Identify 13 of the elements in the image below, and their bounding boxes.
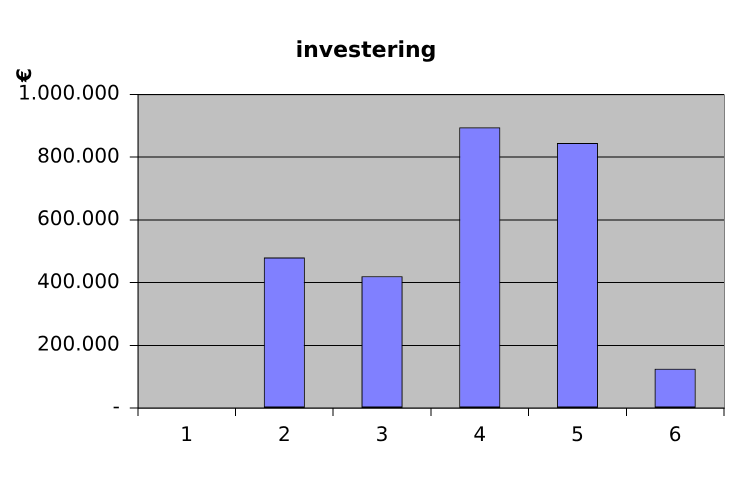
x-tick-label: 6 xyxy=(668,422,682,446)
y-tick-label: 400.000 xyxy=(37,268,120,293)
x-tick-label: 3 xyxy=(376,422,388,446)
y-tick-label: 600.000 xyxy=(37,206,120,230)
x-tick-label: 2 xyxy=(278,422,291,446)
y-tick-label: 800.000 xyxy=(37,143,120,168)
x-tick-label: 4 xyxy=(473,422,486,446)
y-axis-title: € xyxy=(12,68,36,83)
y-tick-label: 200.000 xyxy=(37,331,120,356)
chart-title: investering xyxy=(296,38,436,63)
y-tick-label: - xyxy=(112,394,120,418)
x-tick-label: 1 xyxy=(180,422,194,446)
x-tick-label: 5 xyxy=(571,422,584,446)
